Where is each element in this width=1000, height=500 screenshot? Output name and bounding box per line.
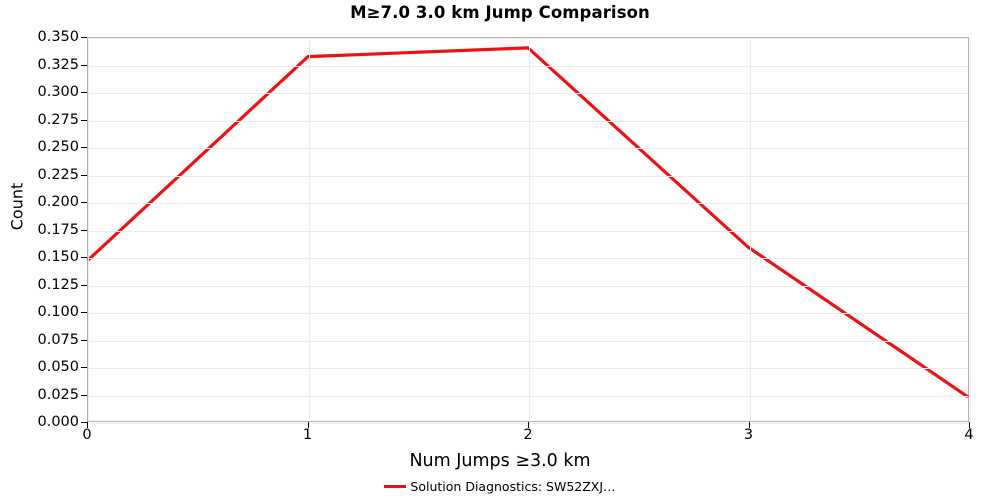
- x-axis-tick-mark: [748, 422, 750, 428]
- y-axis-tick-label: 0.075: [37, 331, 79, 348]
- x-axis-tick-mark: [307, 422, 309, 428]
- y-axis-tick-label: 0.350: [37, 28, 79, 45]
- y-axis-tick-label: 0.225: [37, 166, 79, 183]
- grid-line-horizontal: [88, 313, 968, 314]
- y-axis-tick-mark: [81, 119, 87, 121]
- grid-line-horizontal: [88, 230, 968, 232]
- y-axis-tick-mark: [81, 284, 87, 286]
- y-axis-tick-label: 0.275: [37, 111, 79, 128]
- y-axis-tick-mark: [81, 229, 87, 231]
- legend-item-label: Solution Diagnostics: SW52ZXJ…: [410, 479, 616, 494]
- y-axis-tick-label: 0.025: [37, 386, 79, 403]
- y-axis-tick-label: 0.150: [37, 248, 79, 265]
- page-title: M≥7.0 3.0 km Jump Comparison: [350, 3, 650, 22]
- grid-line-horizontal: [88, 395, 968, 397]
- y-axis-tick-label: 0.300: [37, 83, 79, 100]
- grid-line-vertical: [970, 38, 971, 421]
- y-axis-tick-label: 0.325: [37, 56, 79, 73]
- x-axis-tick-mark: [528, 422, 529, 428]
- grid-line-horizontal: [88, 258, 968, 259]
- grid-line-vertical: [749, 38, 751, 421]
- x-axis-tick-label: 1: [302, 427, 313, 443]
- grid-line-horizontal: [88, 93, 968, 94]
- grid-line-horizontal: [88, 340, 968, 342]
- grid-line-vertical: [88, 38, 89, 421]
- y-axis-tick-mark: [81, 64, 87, 66]
- x-axis-label: Num Jumps ≥3.0 km: [409, 451, 591, 471]
- grid-line-vertical: [308, 38, 310, 421]
- grid-line-horizontal: [88, 285, 968, 287]
- y-axis-tick-mark: [81, 37, 87, 38]
- grid-line-horizontal: [88, 148, 968, 149]
- y-axis-tick-mark: [81, 422, 87, 423]
- chart-legend: Solution Diagnostics: SW52ZXJ…: [0, 479, 1000, 494]
- plot-area: [86, 37, 971, 424]
- x-axis-tick-labels: 0 1 2 3 4: [0, 428, 1000, 450]
- grid-line-horizontal: [88, 120, 968, 122]
- y-axis-tick-labels: 0.000 0.025 0.050 0.075 0.100 0.125 0.150 0.175…: [0, 30, 79, 429]
- x-axis-tick-label: 4: [964, 427, 974, 443]
- grid-line-horizontal: [88, 65, 968, 67]
- y-axis-tick-mark: [81, 202, 87, 203]
- y-axis-tick-mark: [81, 92, 87, 93]
- grid-line-horizontal: [88, 368, 968, 369]
- x-axis-tick-mark: [87, 422, 88, 428]
- x-axis-tick-mark: [969, 422, 970, 428]
- grid-line-horizontal: [88, 175, 968, 177]
- y-axis-tick-label: 0.250: [37, 138, 79, 155]
- y-axis-tick-label: 0.000: [37, 413, 79, 430]
- x-axis-tick-label: 2: [523, 427, 533, 443]
- y-axis-tick-mark: [81, 147, 87, 148]
- series-line-solution-diagnostics: [86, 46, 969, 399]
- y-axis-tick-label: 0.125: [37, 276, 79, 293]
- y-axis-tick-mark: [81, 339, 87, 341]
- y-axis-tick-label: 0.050: [37, 358, 79, 375]
- legend-item[interactable]: Solution Diagnostics: SW52ZXJ…: [384, 479, 616, 494]
- y-axis-tick-label: 0.175: [37, 221, 79, 238]
- legend-line-swatch-icon: [384, 485, 407, 488]
- x-axis-tick-label: 3: [743, 427, 754, 443]
- y-axis-tick-label: 0.200: [37, 193, 79, 210]
- y-axis-tick-mark: [81, 257, 87, 258]
- series-line-chart: [86, 46, 969, 399]
- grid-line-horizontal: [88, 38, 968, 39]
- grid-line-vertical: [529, 38, 530, 421]
- grid-line-horizontal: [88, 203, 968, 204]
- x-axis-tick-label: 0: [82, 427, 92, 443]
- y-axis-tick-mark: [81, 394, 87, 396]
- y-axis-tick-mark: [81, 367, 87, 368]
- y-axis-tick-label: 0.100: [37, 303, 79, 320]
- y-axis-tick-mark: [81, 312, 87, 313]
- y-axis-tick-mark: [81, 174, 87, 176]
